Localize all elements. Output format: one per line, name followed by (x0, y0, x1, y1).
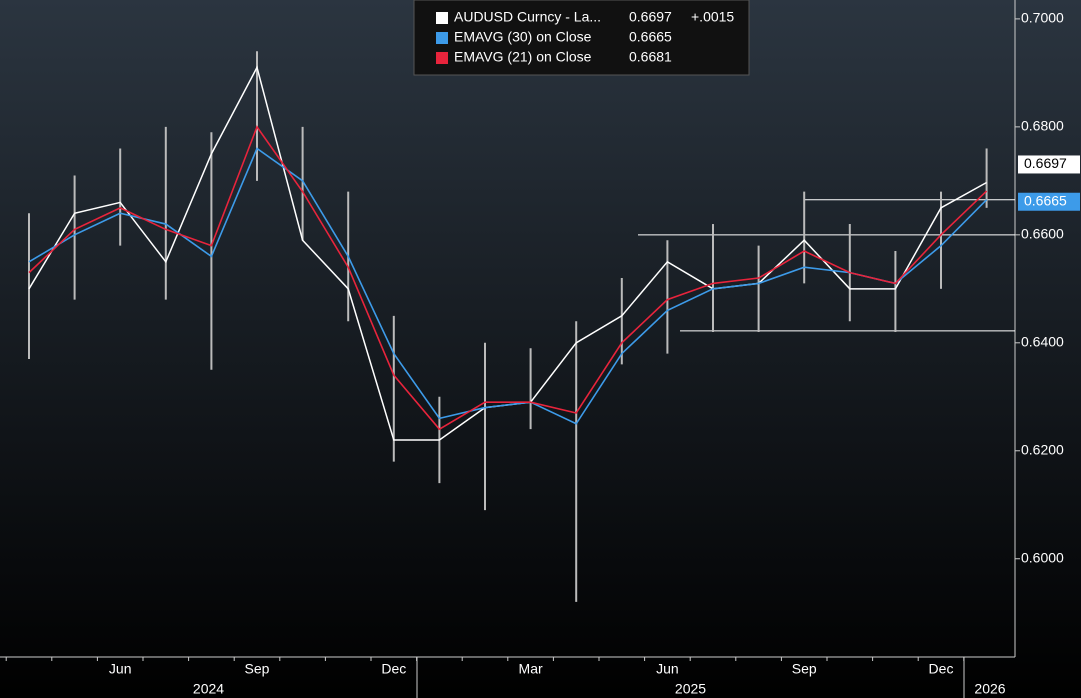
legend-name: EMAVG (30) on Close (454, 29, 592, 45)
legend-change: +.0015 (691, 9, 734, 25)
legend-swatch (436, 52, 448, 64)
x-tick-label: Jun (656, 661, 679, 677)
y-tick-label: 0.6400 (1021, 334, 1064, 350)
last-value-label: 0.6665 (1024, 192, 1067, 208)
series-line (28, 125, 988, 431)
y-tick-label: 0.7000 (1021, 10, 1064, 26)
year-label: 2024 (193, 681, 224, 697)
y-tick-label: 0.6600 (1021, 226, 1064, 242)
last-value-tag (1018, 155, 1080, 174)
x-tick-label: Sep (792, 661, 817, 677)
legend-box (413, 0, 750, 76)
series-line (28, 147, 988, 425)
legend-name: AUDUSD Curncy - La... (454, 9, 601, 25)
y-tick-label: 0.6800 (1021, 118, 1064, 134)
year-label: 2025 (675, 681, 706, 697)
x-tick-label: Sep (245, 661, 270, 677)
x-tick-label: Dec (381, 661, 406, 677)
last-value-label: 0.6697 (1024, 155, 1067, 171)
legend-swatch (436, 12, 448, 24)
y-tick-label: 0.6200 (1021, 441, 1064, 457)
legend-value: 0.6665 (629, 29, 672, 45)
x-tick-label: Jun (109, 661, 132, 677)
x-tick-label: Dec (929, 661, 954, 677)
legend-swatch (436, 32, 448, 44)
year-label: 2026 (974, 681, 1005, 697)
legend-name: EMAVG (21) on Close (454, 49, 592, 65)
legend-value: 0.6681 (629, 49, 672, 65)
y-tick-label: 0.6000 (1021, 549, 1064, 565)
x-tick-label: Mar (519, 661, 543, 677)
legend-value: 0.6697 (629, 9, 672, 25)
last-value-tag (1018, 192, 1080, 211)
